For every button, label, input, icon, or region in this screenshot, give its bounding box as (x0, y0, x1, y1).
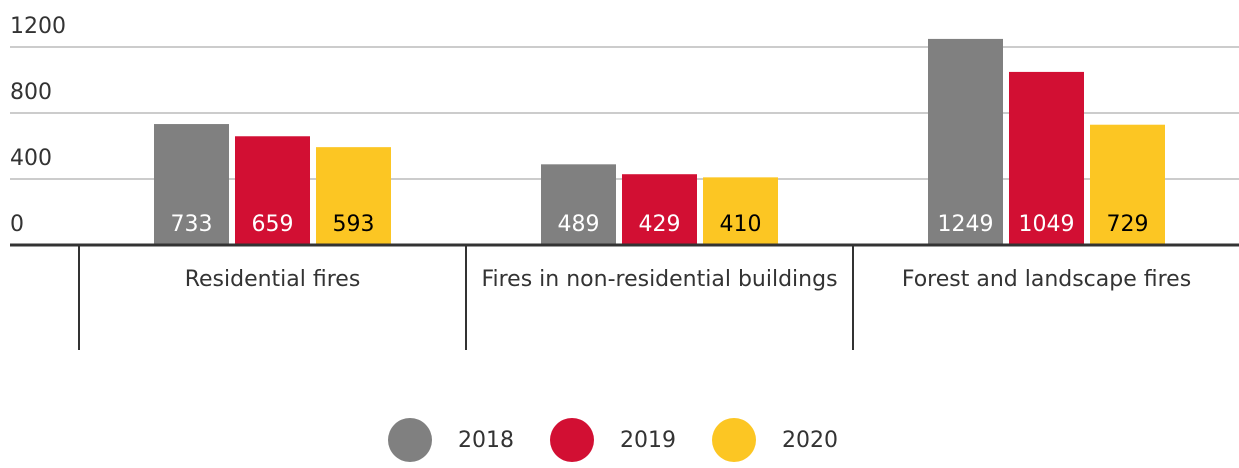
bar (541, 164, 616, 245)
value-label: 593 (333, 212, 375, 237)
x-tick-label: Residential fires (184, 267, 361, 292)
legend-swatch (712, 418, 756, 462)
value-label: 410 (720, 212, 762, 237)
y-tick-label: 0 (10, 212, 24, 237)
bar (622, 174, 697, 245)
value-label: 1049 (1019, 212, 1075, 237)
legend-swatch (550, 418, 594, 462)
value-label: 733 (171, 212, 213, 237)
bar (1090, 124, 1165, 245)
value-label: 659 (252, 212, 294, 237)
value-label: 489 (558, 212, 600, 237)
legend-label: 2019 (620, 428, 676, 453)
value-label: 1249 (938, 212, 994, 237)
value-label: 729 (1107, 212, 1149, 237)
y-tick-label: 1200 (10, 14, 66, 39)
bar (316, 147, 391, 245)
bar (703, 177, 778, 245)
legend-swatch (388, 418, 432, 462)
bar (235, 136, 310, 245)
bar (154, 124, 229, 245)
legend-label: 2020 (782, 428, 838, 453)
x-tick-label: Forest and landscape fires (901, 267, 1192, 292)
value-label: 429 (639, 212, 681, 237)
x-tick-label: Fires in non-residential buildings (481, 267, 838, 292)
y-tick-label: 800 (10, 80, 52, 105)
bar (1009, 71, 1084, 245)
legend-label: 2018 (458, 428, 514, 453)
bar (928, 38, 1003, 245)
y-tick-label: 400 (10, 146, 52, 171)
